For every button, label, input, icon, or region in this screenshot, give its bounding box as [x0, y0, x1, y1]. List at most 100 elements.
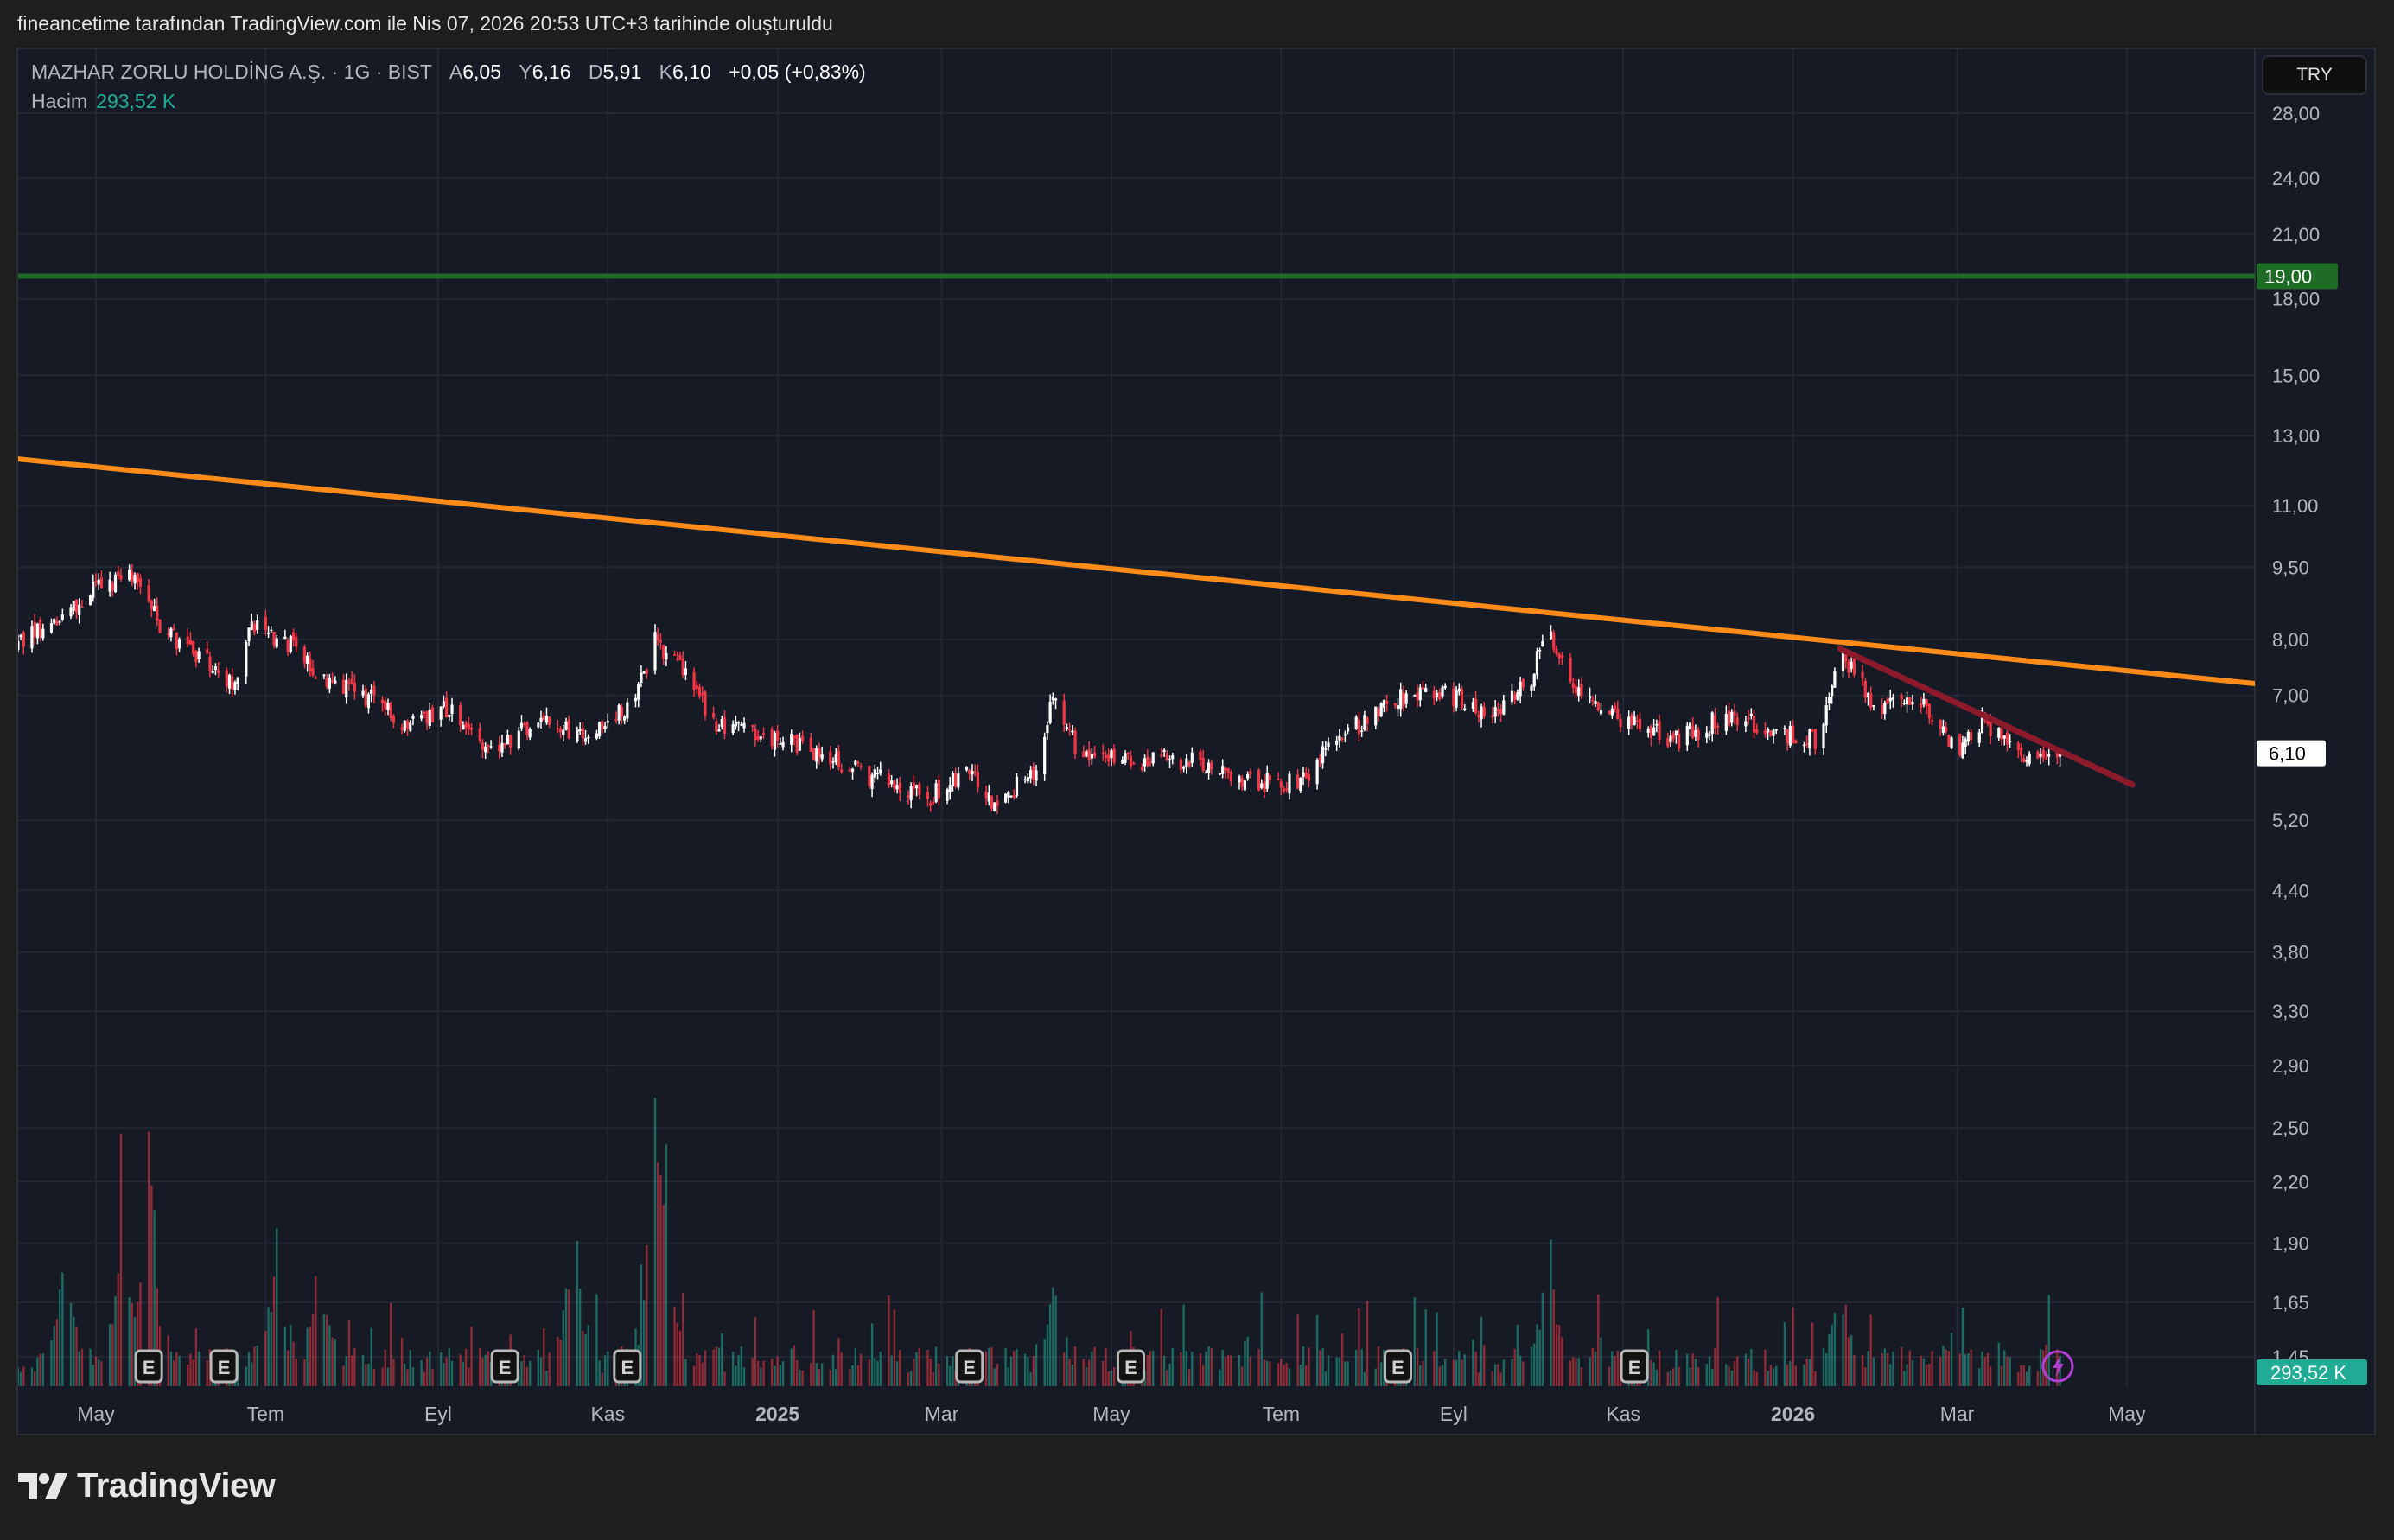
volume-bar: [851, 1365, 854, 1386]
volume-bar: [870, 1323, 874, 1386]
candle-up: [1872, 705, 1875, 707]
candle-down: [1062, 701, 1066, 725]
candle-up: [1360, 730, 1364, 732]
lightning-icon[interactable]: [2041, 1350, 2074, 1383]
volume-bar: [1764, 1349, 1767, 1386]
candle-up: [537, 722, 540, 728]
price-axis-tick: 7,00: [2272, 685, 2309, 707]
volume-bar: [1986, 1352, 1990, 1386]
earnings-marker[interactable]: E: [613, 1349, 642, 1384]
volume-bar: [14, 1327, 16, 1386]
candle-down: [681, 658, 684, 676]
candle-up: [993, 802, 996, 811]
volume-bar: [876, 1360, 879, 1386]
volume-bar: [1730, 1370, 1733, 1386]
earnings-marker-box: [490, 1349, 519, 1384]
candle-down: [1574, 685, 1578, 694]
symbol-name[interactable]: MAZHAR ZORLU HOLDİNG A.Ş. · 1G · BIST: [31, 60, 432, 83]
volume-bar: [1191, 1352, 1194, 1386]
volume-bar: [1908, 1350, 1911, 1386]
volume-bar: [1299, 1365, 1302, 1386]
volume-bar: [111, 1324, 114, 1386]
candle-up: [133, 575, 137, 584]
earnings-marker[interactable]: E: [490, 1349, 519, 1384]
candle-down: [990, 795, 994, 809]
volume-bar: [420, 1360, 423, 1386]
candle-up: [1015, 776, 1019, 797]
volume-bar: [1989, 1366, 1992, 1386]
volume-bar: [131, 1303, 134, 1386]
volume-bar: [1474, 1352, 1477, 1386]
volume-bar: [1686, 1353, 1689, 1386]
volume-bar: [1340, 1333, 1344, 1386]
volume-bar: [1226, 1355, 1230, 1386]
candle-up: [60, 614, 64, 620]
earnings-marker[interactable]: E: [1383, 1349, 1412, 1384]
candle-down: [1521, 679, 1525, 688]
earnings-marker-label: E: [963, 1357, 976, 1378]
candle-up: [539, 717, 543, 722]
volume-bar: [2028, 1365, 2031, 1386]
earnings-marker[interactable]: E: [955, 1349, 984, 1384]
high-label: Y: [519, 60, 532, 83]
candle-up: [1577, 687, 1581, 697]
volume-bar: [774, 1365, 776, 1386]
candle-down: [384, 700, 387, 710]
candle-up: [233, 682, 237, 690]
candle-down: [1393, 703, 1397, 706]
candle-down: [1318, 758, 1321, 760]
candle-up: [909, 786, 913, 801]
volume-bar: [484, 1354, 487, 1386]
volume-bar: [1600, 1337, 1602, 1386]
candle-down: [1613, 705, 1617, 710]
volume-bar: [1201, 1365, 1205, 1386]
candle-up: [442, 701, 445, 707]
candle-down: [1160, 754, 1163, 756]
candle-up: [759, 736, 762, 740]
candle-down: [1900, 695, 1903, 700]
close-value: 6,10: [672, 60, 711, 83]
volume-bar: [1230, 1355, 1232, 1386]
volume-bar: [306, 1327, 309, 1386]
chart-panel[interactable]: [16, 48, 2376, 1435]
candle-down: [912, 782, 915, 789]
volume-bar: [133, 1317, 137, 1386]
earnings-marker[interactable]: E: [1116, 1349, 1145, 1384]
time-axis-tick: 2026: [1771, 1403, 1815, 1425]
volume-bar: [80, 1348, 84, 1386]
volume-bar: [1769, 1365, 1773, 1386]
volume-bar: [2025, 1371, 2028, 1386]
earnings-marker[interactable]: E: [209, 1349, 239, 1384]
candle-up: [1043, 736, 1047, 774]
candle-down: [1920, 703, 1923, 709]
volume-label[interactable]: Hacim: [31, 90, 88, 112]
candle-up: [88, 595, 92, 606]
candle-up: [1379, 703, 1383, 716]
volume-bar: [1557, 1325, 1561, 1386]
volume-bar: [1463, 1354, 1466, 1386]
volume-bar: [837, 1338, 840, 1386]
candle-up: [1772, 729, 1775, 736]
earnings-marker[interactable]: E: [1620, 1349, 1649, 1384]
volume-bar: [2039, 1348, 2042, 1386]
volume-bar: [1575, 1358, 1577, 1386]
currency-button[interactable]: TRY: [2262, 55, 2367, 95]
volume-bar: [1483, 1345, 1486, 1386]
earnings-marker[interactable]: E: [134, 1349, 163, 1384]
volume-bar: [1552, 1289, 1555, 1386]
candle-down: [325, 678, 328, 687]
candle-down: [94, 580, 98, 582]
candle-up: [1151, 752, 1155, 764]
candle-down: [1385, 701, 1389, 704]
tradingview-logo[interactable]: TradingView: [18, 1467, 276, 1505]
candle-down: [601, 721, 604, 729]
candle-down: [1340, 737, 1344, 740]
volume-bar: [1814, 1371, 1817, 1386]
tradingview-logo-icon: [18, 1473, 67, 1499]
volume-bar: [640, 1264, 643, 1386]
candle-down: [353, 682, 356, 692]
volume-bar: [564, 1288, 568, 1386]
candle-down: [405, 721, 410, 729]
volume-bar: [445, 1357, 448, 1386]
